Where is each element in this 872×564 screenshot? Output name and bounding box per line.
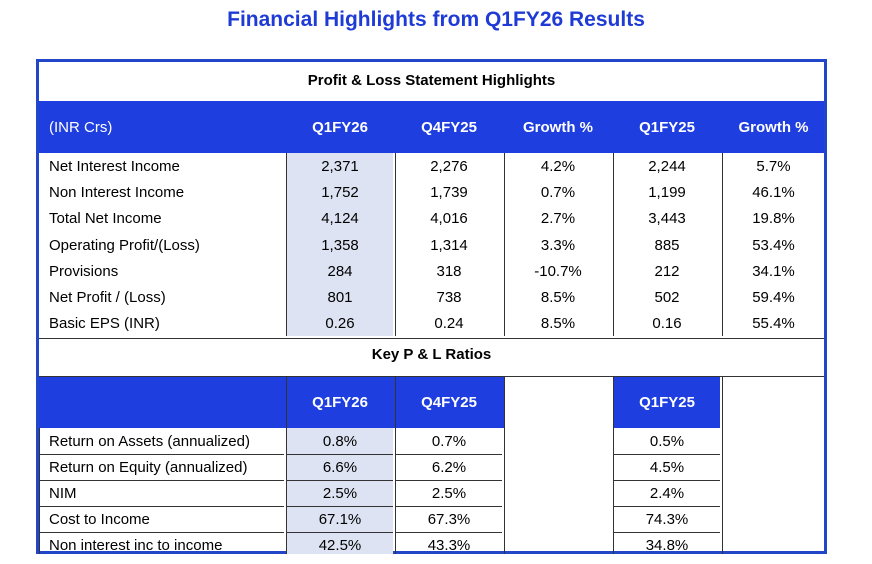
pl-cell-q1fy26: 801 [327, 289, 353, 307]
pl-row-label: Non Interest Income [49, 183, 185, 201]
pl-header-q4fy25: Q4FY25 [396, 101, 502, 153]
pl-cell-q1fy25: 502 [654, 289, 680, 307]
pl-cell-q4fy25: 0.24 [434, 315, 464, 333]
pl-header-q1fy26: Q1FY26 [287, 101, 393, 153]
pl-cell-q1fy26: 2,371 [321, 157, 359, 175]
pl-cell-q4fy25: 738 [436, 289, 462, 307]
column-divider [286, 377, 287, 554]
pl-row-label: Net Profit / (Loss) [49, 289, 166, 307]
pl-cell-q4fy25: 318 [436, 262, 462, 280]
pl-cell-growth-yoy: 19.8% [752, 210, 795, 228]
ratios-section-title: Key P & L Ratios [371, 346, 492, 363]
pl-cell-q1fy26: 1,752 [321, 183, 359, 201]
pl-row-label: Net Interest Income [49, 157, 180, 175]
pl-cell-growth-qoq: -10.7% [534, 262, 582, 280]
pl-cell-q4fy25: 1,739 [430, 183, 468, 201]
column-divider [613, 377, 614, 554]
column-divider [504, 153, 505, 336]
pl-cell-growth-qoq: 0.7% [540, 183, 576, 201]
pl-cell-growth-qoq: 8.5% [540, 289, 576, 307]
ratios-header-q1fy25: Q1FY25 [614, 377, 720, 428]
ratios-cell-q4fy25: 43.3% [396, 532, 502, 558]
pl-cell-growth-qoq: 8.5% [540, 315, 576, 333]
pl-cell-q1fy26: 1,358 [321, 236, 359, 254]
pl-cell-growth-yoy: 59.4% [752, 289, 795, 307]
ratios-cell-q1fy26: 6.6% [287, 454, 393, 480]
pl-cell-growth-yoy: 53.4% [752, 236, 795, 254]
section-divider [39, 338, 824, 339]
pl-row-label: Provisions [49, 262, 119, 280]
pl-header-q1fy25: Q1FY25 [614, 101, 720, 153]
column-divider [39, 428, 40, 554]
pl-cell-growth-yoy: 34.1% [752, 262, 795, 280]
ratios-cell-q1fy26: 0.8% [322, 432, 358, 450]
pl-cell-q4fy25: 1,314 [430, 236, 468, 254]
section-divider [39, 376, 824, 377]
pl-cell-growth-yoy: 46.1% [752, 183, 795, 201]
ratios-row-label: Non interest inc to income [39, 532, 284, 558]
page-title: Financial Highlights from Q1FY26 Results [227, 8, 645, 31]
pl-cell-growth-qoq: 2.7% [540, 210, 576, 228]
pl-section-title: Profit & Loss Statement Highlights [307, 72, 556, 89]
pl-cell-growth-qoq: 3.3% [540, 236, 576, 254]
ratios-row-label: Return on Equity (annualized) [39, 454, 284, 480]
ratios-cell-q4fy25: 0.7% [431, 432, 467, 450]
ratios-cell-q1fy25: 34.8% [614, 532, 720, 558]
pl-header-label: (INR Crs) [39, 101, 284, 153]
ratios-cell-q1fy26: 67.1% [287, 506, 393, 532]
pl-cell-q1fy25: 885 [654, 236, 680, 254]
ratios-cell-q1fy25: 2.4% [614, 480, 720, 506]
ratios-cell-q1fy26: 42.5% [287, 532, 393, 558]
pl-cell-q4fy25: 2,276 [430, 157, 468, 175]
column-divider [613, 153, 614, 336]
pl-row-label: Total Net Income [49, 210, 162, 228]
pl-cell-q1fy25: 2,244 [648, 157, 686, 175]
pl-cell-q1fy25: 1,199 [648, 183, 686, 201]
pl-cell-q1fy26: 0.26 [325, 315, 355, 333]
column-divider [395, 153, 396, 336]
pl-highlight-column [287, 153, 393, 336]
pl-header-growth-qoq: Growth % [505, 101, 611, 153]
pl-cell-q1fy25: 3,443 [648, 210, 686, 228]
pl-cell-q1fy26: 4,124 [321, 210, 359, 228]
ratios-cell-q1fy25: 4.5% [614, 454, 720, 480]
pl-row-label: Basic EPS (INR) [49, 315, 160, 333]
ratios-cell-q4fy25: 6.2% [396, 454, 502, 480]
ratios-row-label: Return on Assets (annualized) [49, 432, 250, 450]
column-divider [722, 153, 723, 336]
ratios-header-q1fy26: Q1FY26 [287, 377, 393, 428]
ratios-row-label: Cost to Income [39, 506, 284, 532]
ratios-header-q4fy25: Q4FY25 [396, 377, 502, 428]
financial-table: Profit & Loss Statement Highlights (INR … [36, 59, 827, 554]
column-divider [722, 377, 723, 554]
ratios-row-label: NIM [39, 480, 284, 506]
pl-cell-growth-yoy: 5.7% [756, 157, 791, 175]
column-divider [504, 377, 505, 554]
pl-cell-q4fy25: 4,016 [430, 210, 468, 228]
ratios-cell-q4fy25: 2.5% [396, 480, 502, 506]
ratios-cell-q1fy26: 2.5% [287, 480, 393, 506]
ratios-cell-q1fy25: 0.5% [649, 432, 685, 450]
pl-cell-growth-yoy: 55.4% [752, 315, 795, 333]
column-divider [395, 377, 396, 554]
pl-cell-q1fy26: 284 [327, 262, 353, 280]
ratios-highlight-column [287, 428, 393, 554]
pl-cell-growth-qoq: 4.2% [540, 157, 576, 175]
pl-cell-q1fy25: 0.16 [652, 315, 682, 333]
pl-cell-q1fy25: 212 [654, 262, 680, 280]
pl-header-growth-yoy: Growth % [723, 101, 824, 153]
ratios-cell-q4fy25: 67.3% [396, 506, 502, 532]
column-divider [286, 153, 287, 336]
pl-row-label: Operating Profit/(Loss) [49, 236, 200, 254]
ratios-cell-q1fy25: 74.3% [614, 506, 720, 532]
